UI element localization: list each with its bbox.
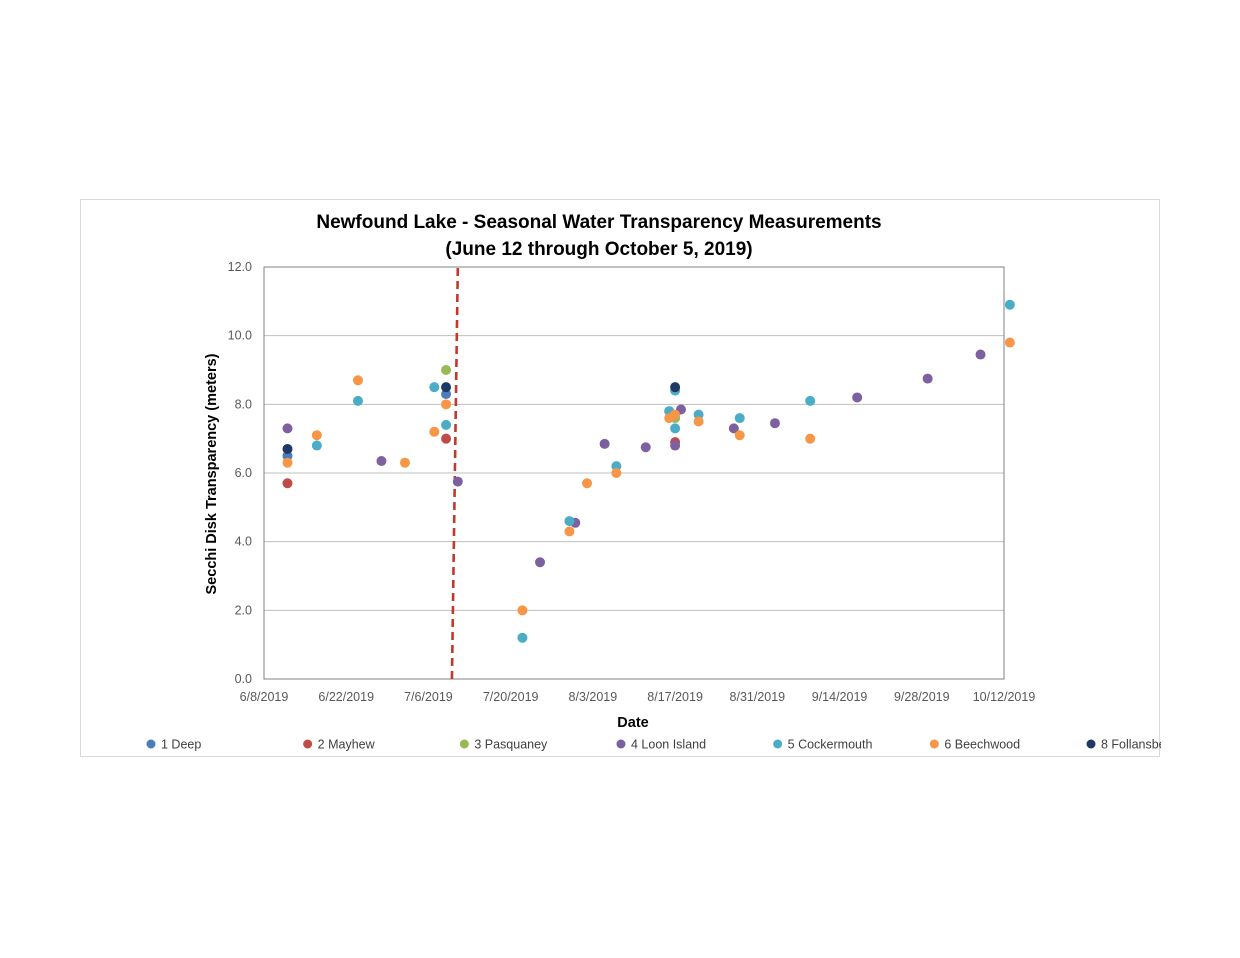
data-point — [535, 557, 546, 568]
data-point — [399, 457, 410, 468]
legend: 1 Deep 2 Mayhew 3 Pasquaney 4 Loon Island 5 … — [146, 738, 1161, 752]
y-axis-title: Secchi Disk Transparency (meters) — [204, 353, 220, 594]
y-tick-label: 10.0 — [228, 329, 252, 343]
data-point — [452, 476, 463, 487]
data-point — [282, 478, 293, 489]
data-point — [282, 450, 293, 461]
x-tick-label: 6/22/2019 — [318, 690, 374, 704]
legend-marker — [616, 739, 626, 749]
data-point — [670, 423, 681, 434]
data-point — [640, 442, 651, 453]
data-point — [441, 433, 452, 444]
data-point — [611, 468, 622, 478]
data-point — [728, 423, 739, 434]
legend-label: 4 Loon Island — [631, 738, 706, 752]
x-tick-label: 8/17/2019 — [647, 690, 703, 704]
data-point — [611, 461, 622, 472]
chart-svg: Newfound Lake - Seasonal Water Transpare… — [146, 212, 1161, 752]
data-point — [564, 526, 575, 537]
plot-border — [263, 266, 1005, 680]
y-tick-label: 4.0 — [235, 535, 252, 549]
data-point — [517, 605, 528, 616]
legend-label: 2 Mayhew — [318, 738, 376, 752]
x-tick-label: 8/31/2019 — [730, 690, 786, 704]
data-point — [352, 395, 363, 406]
legend-marker — [929, 739, 939, 749]
y-tick-label: 0.0 — [235, 672, 252, 686]
chart-frame: Newfound Lake - Seasonal Water Transpare… — [80, 199, 1161, 757]
legend-marker — [1086, 739, 1096, 749]
data-point — [599, 438, 610, 449]
data-point — [693, 416, 704, 427]
data-point — [922, 373, 933, 384]
legend-marker — [303, 739, 313, 749]
data-point — [441, 365, 452, 375]
data-point — [734, 413, 745, 424]
data-point — [1004, 337, 1015, 348]
data-point — [564, 516, 575, 527]
data-point — [282, 423, 293, 434]
data-point — [670, 440, 681, 451]
data-point — [582, 478, 593, 489]
data-point — [376, 455, 387, 466]
data-point — [429, 426, 440, 437]
data-point — [769, 418, 780, 429]
data-point — [517, 632, 528, 643]
data-point — [1004, 299, 1015, 310]
data-point — [311, 440, 322, 451]
x-tick-label: 8/3/2019 — [569, 690, 618, 704]
data-point — [352, 375, 363, 386]
data-point — [282, 457, 293, 468]
data-point — [441, 389, 452, 400]
data-point — [311, 430, 322, 441]
data-point — [441, 399, 452, 410]
data-point — [441, 382, 452, 393]
legend-marker — [146, 739, 156, 749]
legend-label: 6 Beechwood — [944, 738, 1020, 752]
data-point — [441, 419, 452, 430]
data-point — [805, 395, 816, 406]
chart-subtitle: (June 12 through October 5, 2019) — [445, 239, 752, 260]
data-point — [805, 433, 816, 444]
data-point — [670, 409, 681, 420]
chart-title: Newfound Lake - Seasonal Water Transpare… — [316, 212, 881, 233]
x-tick-label: 7/20/2019 — [483, 690, 539, 704]
legend-label: 5 Cockermouth — [788, 738, 873, 752]
legend-marker — [459, 739, 469, 749]
data-point — [852, 392, 863, 403]
x-tick-label: 9/14/2019 — [812, 690, 868, 704]
data-point — [693, 409, 704, 420]
legend-label: 1 Deep — [161, 738, 201, 752]
data-point — [670, 382, 681, 393]
data-point — [734, 430, 745, 441]
data-point — [429, 382, 440, 393]
legend-label: 3 Pasquaney — [474, 738, 548, 752]
data-point — [975, 349, 986, 360]
x-tick-label: 7/6/2019 — [404, 690, 453, 704]
plot-area: 0.0 2.0 4.0 6.0 8.0 10.0 12.0 6/8/2019 6/22/2019… — [228, 260, 1036, 704]
reference-line — [450, 266, 460, 680]
legend-marker — [773, 739, 783, 749]
y-tick-label: 8.0 — [235, 397, 252, 411]
y-tick-label: 12.0 — [228, 260, 252, 274]
y-tick-label: 2.0 — [235, 603, 252, 617]
x-tick-label: 6/8/2019 — [240, 690, 289, 704]
y-tick-label: 6.0 — [235, 466, 252, 480]
x-tick-label: 9/28/2019 — [894, 690, 950, 704]
data-point — [282, 443, 293, 454]
x-tick-label: 10/12/2019 — [973, 690, 1036, 704]
legend-label: 8 Follansbee — [1101, 738, 1161, 752]
x-axis-title: Date — [617, 715, 648, 731]
